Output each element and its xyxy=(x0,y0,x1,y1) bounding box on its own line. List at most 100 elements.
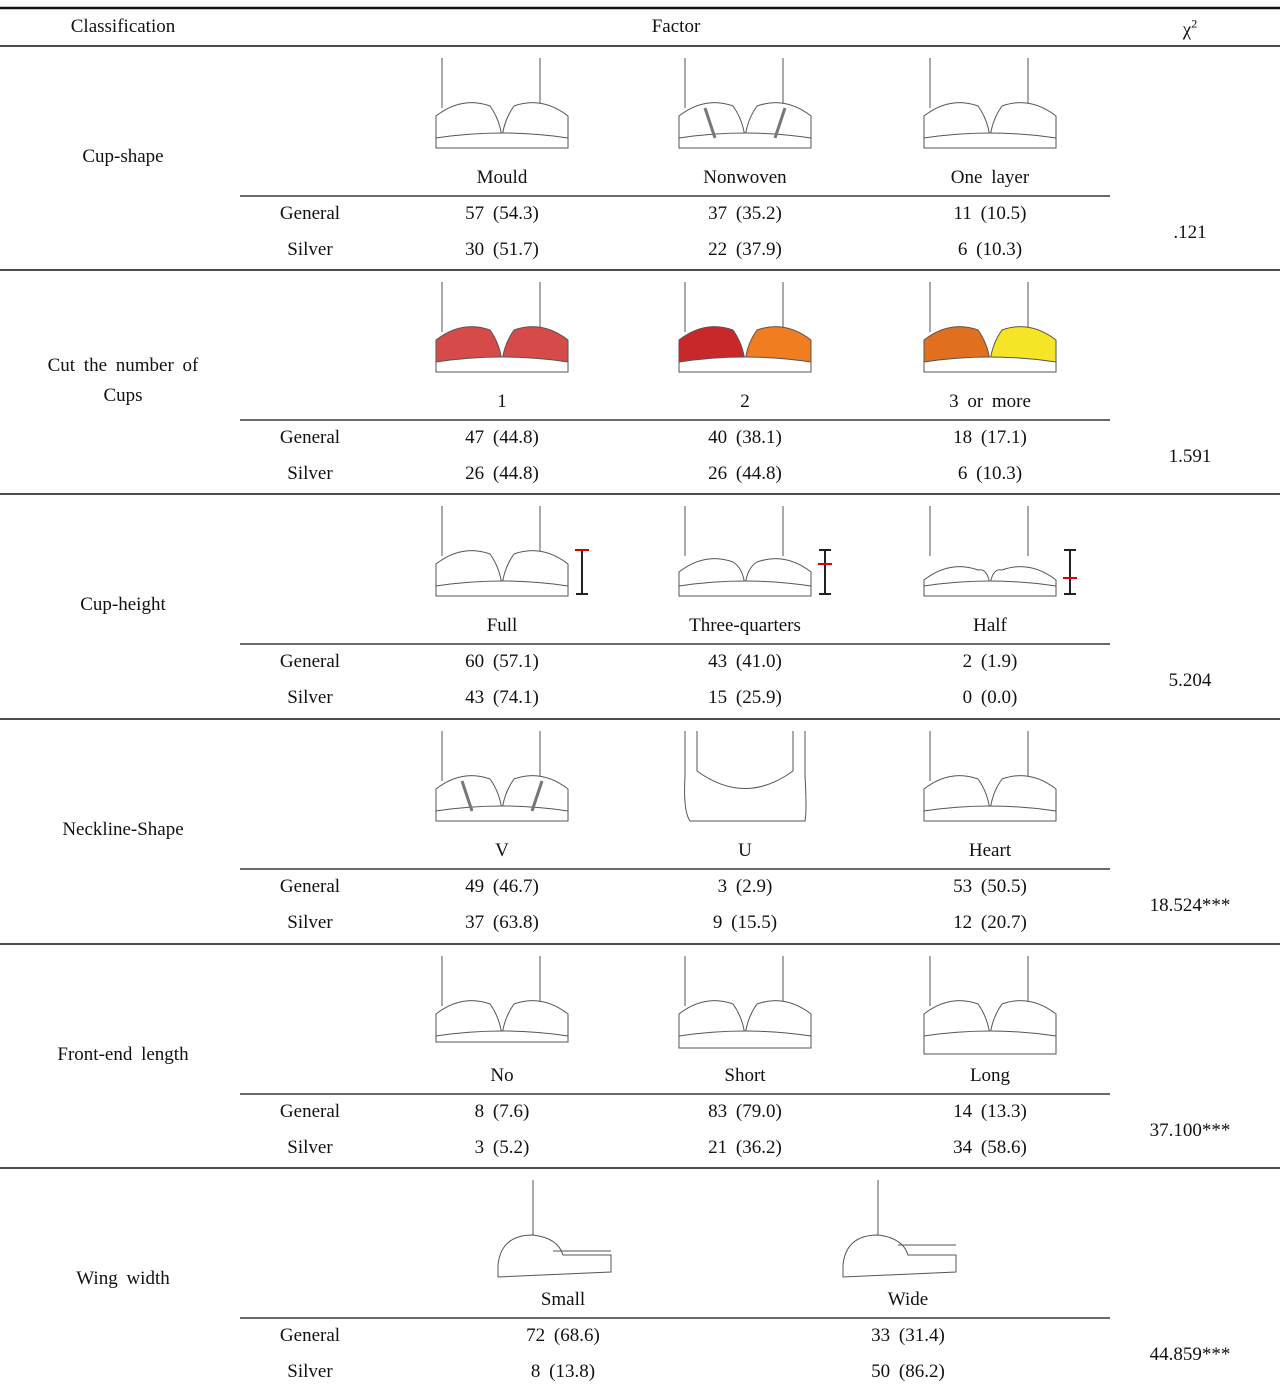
drawing xyxy=(923,356,1057,373)
cell-value: 12 (20.7) xyxy=(953,912,1027,933)
drawing xyxy=(435,1030,569,1043)
cell-value: 40 (38.1) xyxy=(708,427,782,448)
drawing xyxy=(703,107,787,139)
option-label: Wide xyxy=(887,1289,929,1310)
row-label: General xyxy=(279,1101,341,1122)
cell-value: 14 (13.3) xyxy=(953,1101,1027,1122)
option-label: Three-quarters xyxy=(689,615,801,636)
cell-value: 60 (57.1) xyxy=(465,651,539,672)
cell-value: 6 (10.3) xyxy=(957,463,1023,484)
classification: Cup-height xyxy=(80,594,166,615)
row-label: Silver xyxy=(287,687,333,708)
cell-value: 57 (54.3) xyxy=(465,203,539,224)
option-label: Full xyxy=(486,615,518,636)
cell-value: 37 (63.8) xyxy=(465,912,539,933)
drawing xyxy=(923,132,1057,149)
cell-value: 8 (13.8) xyxy=(530,1361,596,1382)
drawing xyxy=(497,1234,612,1278)
cell-value: 0 (0.0) xyxy=(962,687,1018,708)
drawing xyxy=(842,1234,957,1278)
chi-square: 1.591 xyxy=(1168,446,1212,467)
chi-square: 5.204 xyxy=(1168,670,1212,691)
classification: Cut the number of Cups xyxy=(47,355,199,406)
option-label: U xyxy=(738,840,752,861)
cell-value: 9 (15.5) xyxy=(712,912,778,933)
row-label: General xyxy=(279,203,341,224)
cell-value: 8 (7.6) xyxy=(474,1101,530,1122)
option-label: Nonwoven xyxy=(703,167,787,188)
drawing xyxy=(923,1030,1057,1055)
option-label: Half xyxy=(973,615,1007,636)
option-label: Small xyxy=(540,1289,586,1310)
option-label: Short xyxy=(724,1065,766,1086)
chi-square: 18.524*** xyxy=(1149,895,1231,916)
drawing xyxy=(678,580,812,597)
cell-value: 18 (17.1) xyxy=(953,427,1027,448)
cell-value: 37 (35.2) xyxy=(708,203,782,224)
cell-value: 72 (68.6) xyxy=(526,1325,600,1346)
row-label: General xyxy=(279,1325,341,1346)
option-label: V xyxy=(495,840,509,861)
option-label: 3 or more xyxy=(949,391,1031,412)
option-label: Heart xyxy=(968,840,1012,861)
cell-value: 2 (1.9) xyxy=(962,651,1018,672)
cell-value: 15 (25.9) xyxy=(708,687,782,708)
classification: Front-end length xyxy=(57,1044,189,1065)
option-label: 2 xyxy=(740,391,750,412)
chi-square: 37.100*** xyxy=(1149,1120,1231,1141)
cell-value: 26 (44.8) xyxy=(465,463,539,484)
row-label: Silver xyxy=(287,1361,333,1382)
drawing xyxy=(923,805,1057,822)
row-label: General xyxy=(279,427,341,448)
option-label: One layer xyxy=(950,167,1030,188)
option-label: No xyxy=(490,1065,514,1086)
drawing xyxy=(435,132,569,149)
cell-value: 43 (74.1) xyxy=(465,687,539,708)
cell-value: 34 (58.6) xyxy=(953,1137,1027,1158)
drawing xyxy=(435,356,569,373)
classification: Neckline-Shape xyxy=(62,819,184,840)
cell-value: 33 (31.4) xyxy=(871,1325,945,1346)
row-label: General xyxy=(279,651,341,672)
chi-square: 44.859*** xyxy=(1149,1344,1231,1365)
header-cell: Factor xyxy=(651,16,701,37)
cell-value: 26 (44.8) xyxy=(708,463,782,484)
cell-value: 22 (37.9) xyxy=(708,239,782,260)
drawing xyxy=(678,356,812,373)
cell-value: 83 (79.0) xyxy=(708,1101,782,1122)
row-label: Silver xyxy=(287,463,333,484)
classification: Cup-shape xyxy=(82,146,164,167)
cell-value: 11 (10.5) xyxy=(953,203,1027,224)
row-label: Silver xyxy=(287,912,333,933)
drawing xyxy=(435,580,569,597)
drawing xyxy=(923,580,1057,597)
header-cell: χ2 xyxy=(1182,16,1198,41)
cell-value: 3 (2.9) xyxy=(717,876,773,897)
cell-value: 53 (50.5) xyxy=(953,876,1027,897)
cell-value: 21 (36.2) xyxy=(708,1137,782,1158)
drawing xyxy=(684,731,807,822)
cell-value: 50 (86.2) xyxy=(871,1361,945,1382)
header-cell: Classification xyxy=(70,16,176,37)
cell-value: 47 (44.8) xyxy=(465,427,539,448)
cell-value: 43 (41.0) xyxy=(708,651,782,672)
cell-value: 6 (10.3) xyxy=(957,239,1023,260)
option-label: Mould xyxy=(476,167,528,188)
cell-value: 3 (5.2) xyxy=(474,1137,530,1158)
cell-value: 30 (51.7) xyxy=(465,239,539,260)
drawing xyxy=(460,780,544,812)
classification: Wing width xyxy=(76,1268,170,1289)
drawing xyxy=(435,805,569,822)
drawing xyxy=(678,1030,812,1049)
superscript: 2 xyxy=(1191,16,1198,31)
option-label: 1 xyxy=(497,391,507,412)
row-label: Silver xyxy=(287,1137,333,1158)
row-label: Silver xyxy=(287,239,333,260)
chi-square: .121 xyxy=(1173,222,1207,243)
drawing xyxy=(678,132,812,149)
row-label: General xyxy=(279,876,341,897)
cell-value: 49 (46.7) xyxy=(465,876,539,897)
option-label: Long xyxy=(969,1065,1011,1086)
